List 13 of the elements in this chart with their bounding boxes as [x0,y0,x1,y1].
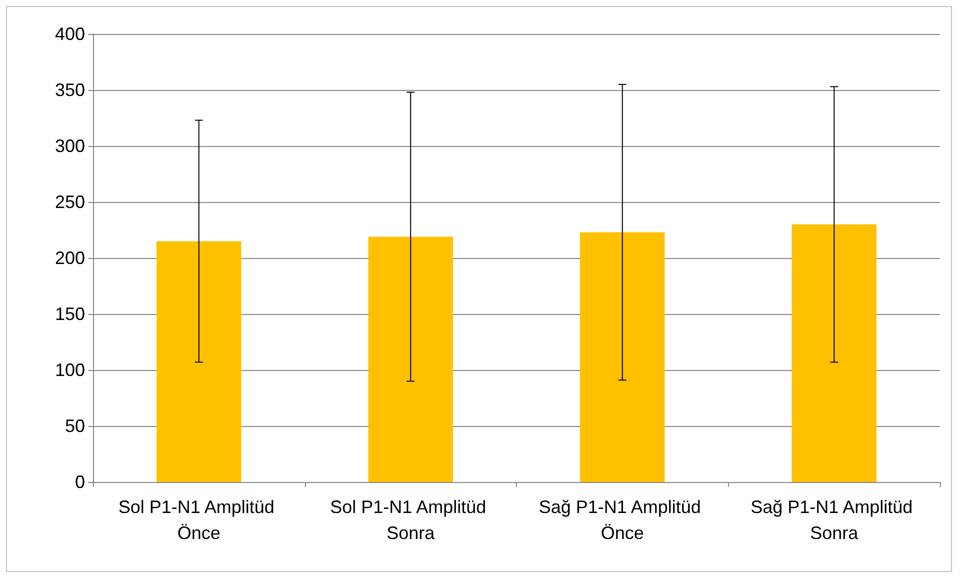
y-tick-label: 100 [54,360,85,380]
x-tick-label: Sağ P1-N1 Amplitüd Önce [538,497,706,543]
y-tick-label: 150 [54,304,85,324]
y-tick-label: 200 [54,248,85,268]
x-tick-label: Sağ P1-N1 Amplitüd Sonra [750,497,918,543]
x-tick-label: Sol P1-N1 Amplitüd Sonra [330,497,492,543]
y-tick-label: 400 [54,24,85,44]
y-tick-label: 350 [54,80,85,100]
y-tick-label: 50 [64,416,85,436]
x-tick-label: Sol P1-N1 Amplitüd Önce [118,497,280,543]
y-tick-label: 250 [54,192,85,212]
y-tick-label: 0 [74,472,85,492]
y-tick-label: 300 [54,136,85,156]
